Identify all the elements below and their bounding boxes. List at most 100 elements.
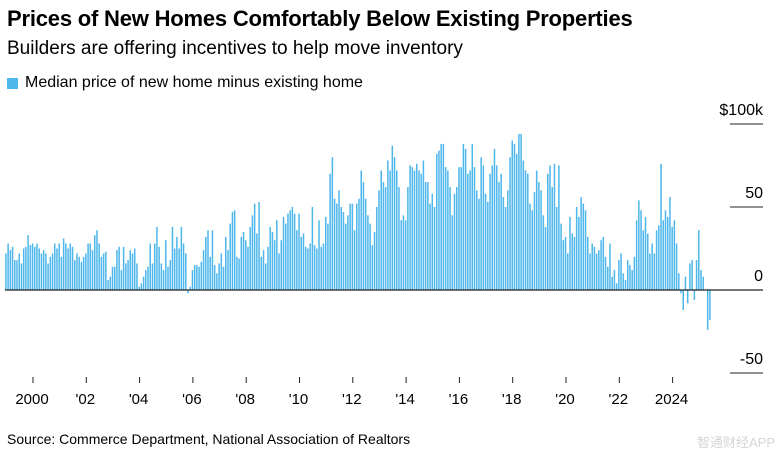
bar (78, 256, 80, 290)
bar (271, 231, 274, 290)
bar (58, 243, 60, 290)
bar (522, 160, 525, 290)
bar (451, 215, 454, 290)
bar (671, 226, 673, 290)
bar (702, 276, 704, 290)
bar (56, 248, 58, 290)
bar (553, 163, 556, 290)
bar (107, 280, 109, 290)
bar (646, 233, 649, 290)
bar (200, 261, 203, 290)
bar (642, 230, 645, 290)
bar (7, 243, 9, 290)
bar (133, 248, 136, 290)
bar (69, 243, 72, 290)
bar (338, 190, 340, 290)
bar (575, 207, 578, 290)
bar (225, 236, 227, 290)
bar (316, 248, 318, 290)
bar (666, 216, 669, 290)
bar (193, 265, 196, 290)
bar (333, 198, 336, 290)
bar (205, 236, 207, 290)
bar (662, 220, 665, 290)
bar (178, 248, 180, 290)
bar (165, 240, 167, 290)
bar (291, 207, 294, 290)
bar (547, 173, 549, 290)
bar (655, 230, 658, 290)
bar (60, 256, 63, 290)
bar (136, 263, 138, 290)
bar (689, 263, 691, 290)
bar (429, 203, 431, 290)
bar (185, 253, 187, 290)
bar (411, 167, 414, 290)
bar (700, 270, 702, 290)
bar (640, 210, 642, 290)
bar (27, 235, 29, 290)
x-tick-label: '10 (289, 391, 309, 408)
y-tick-label: -50 (740, 351, 763, 368)
bar (145, 270, 147, 290)
bar (329, 173, 331, 290)
bar (20, 263, 23, 290)
bar (16, 260, 18, 290)
bar (502, 197, 505, 290)
bar (549, 165, 551, 290)
bar (529, 203, 531, 290)
bar (229, 223, 231, 290)
bar (65, 243, 67, 290)
bar (600, 240, 602, 290)
bar (489, 173, 491, 290)
bar (129, 250, 132, 290)
bar (564, 236, 567, 290)
bar (635, 220, 638, 290)
x-tick-label: '04 (129, 391, 149, 408)
bar (105, 251, 107, 290)
bar (500, 173, 502, 290)
bar (293, 213, 296, 290)
bar (340, 207, 342, 290)
bar (493, 148, 496, 290)
bar (351, 203, 354, 290)
bar (120, 270, 123, 290)
bar (336, 203, 338, 290)
bar (420, 173, 422, 290)
bar (222, 266, 225, 290)
bar (140, 283, 143, 290)
bar (87, 243, 89, 290)
x-tick-label: '08 (235, 391, 255, 408)
bar (358, 198, 360, 290)
bar (111, 266, 114, 290)
bar (531, 210, 533, 290)
bar (482, 165, 485, 290)
bar (435, 153, 438, 290)
bar (678, 273, 680, 290)
bar (584, 210, 587, 290)
bar (691, 260, 693, 290)
bar (284, 223, 287, 290)
bar (520, 133, 522, 290)
bar (142, 276, 145, 290)
bar (251, 215, 254, 290)
bar (22, 248, 25, 290)
x-tick-label: 2024 (655, 391, 688, 408)
bar (93, 235, 96, 290)
bar (29, 245, 32, 290)
bar (595, 253, 598, 290)
bar (367, 215, 369, 290)
bar (300, 236, 303, 290)
bar (433, 207, 436, 290)
x-tick-label: '14 (395, 391, 415, 408)
bar (391, 145, 394, 290)
bar (535, 170, 538, 290)
bar (498, 182, 500, 290)
bar (289, 210, 291, 290)
bar (540, 190, 542, 290)
bar (80, 261, 83, 290)
x-tick-label: '06 (182, 391, 202, 408)
bar (216, 273, 218, 290)
bar (249, 226, 251, 290)
bar (202, 250, 205, 290)
